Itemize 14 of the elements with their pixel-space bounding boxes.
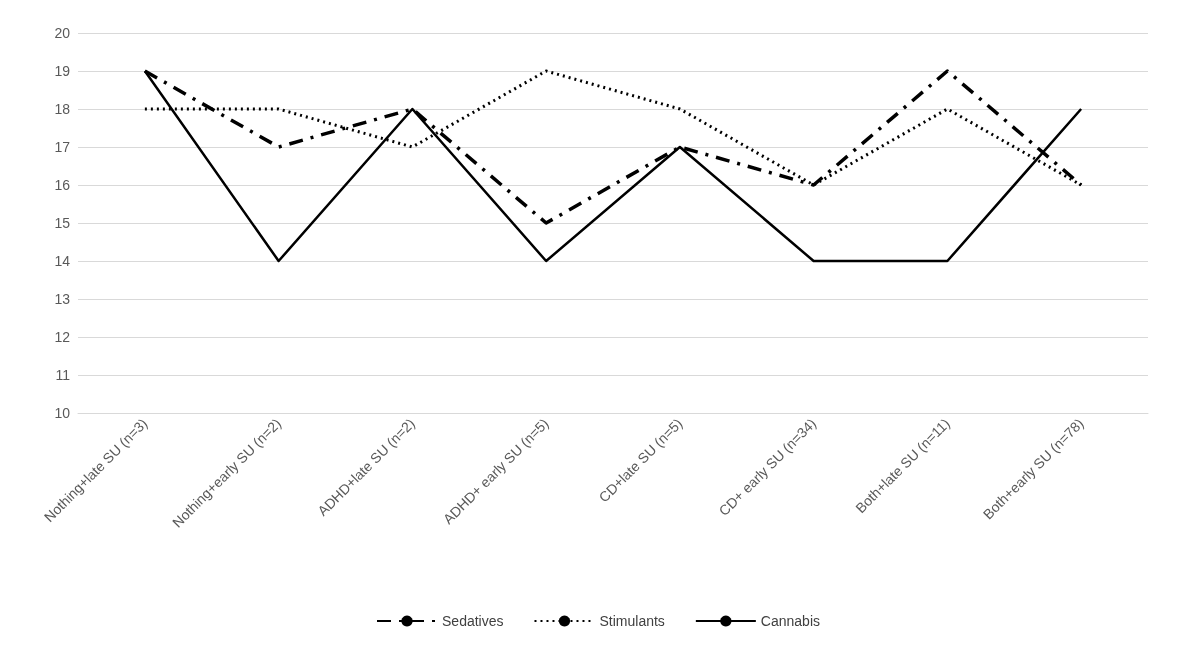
y-tick-label: 14: [54, 253, 71, 269]
y-tick-label: 17: [54, 139, 71, 155]
legend-label: Stimulants: [599, 613, 665, 629]
y-tick-label: 11: [55, 367, 71, 383]
y-tick-label: 15: [54, 215, 71, 231]
y-tick-label: 20: [54, 25, 71, 41]
y-tick-label: 18: [54, 101, 71, 117]
y-tick-label: 13: [54, 291, 71, 307]
y-tick-label: 12: [54, 329, 71, 345]
y-tick-label: 19: [54, 63, 71, 79]
y-tick-label: 16: [54, 177, 71, 193]
y-tick-label: 10: [54, 405, 71, 421]
legend-label: Cannabis: [760, 613, 820, 629]
legend-label: Sedatives: [442, 613, 504, 629]
